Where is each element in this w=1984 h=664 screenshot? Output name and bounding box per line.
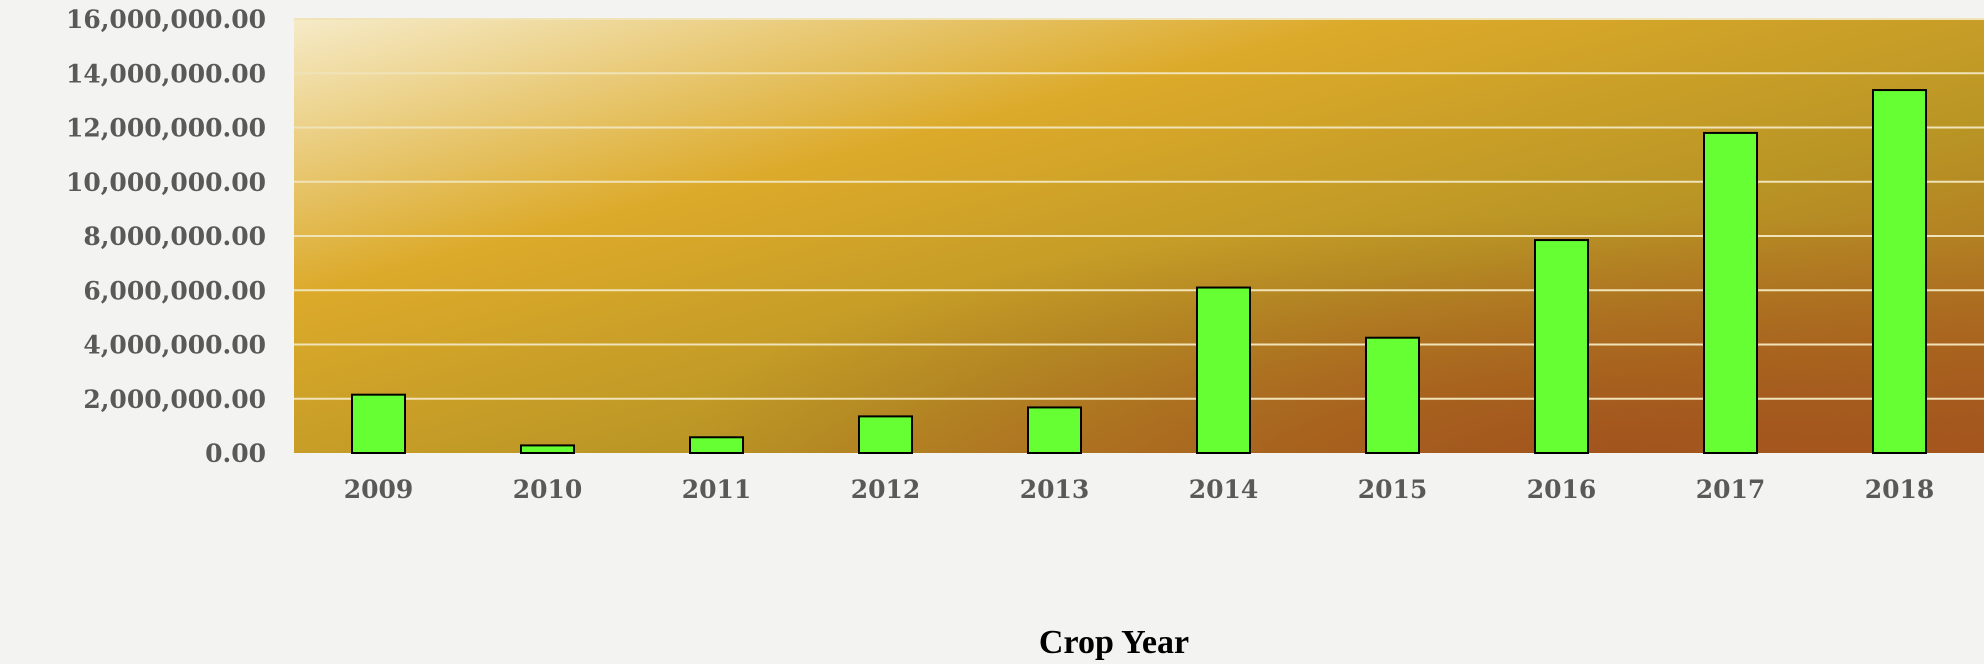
y-axis-tick-labels: 0.00 2,000,000.00 4,000,000.00 6,000,000.00… <box>66 5 266 468</box>
y-tick-label: 14,000,000.00 <box>66 59 266 88</box>
x-tick-label: 2013 <box>1020 475 1090 504</box>
bar-2017 <box>1703 131 1758 455</box>
bars <box>351 89 1927 455</box>
y-tick-label: 10,000,000.00 <box>66 168 266 197</box>
bar-2013 <box>1027 406 1082 454</box>
y-tick-label: 6,000,000.00 <box>83 276 266 305</box>
y-tick-label: 16,000,000.00 <box>66 5 266 34</box>
gridlines <box>294 18 1984 400</box>
bar-2009 <box>351 393 406 454</box>
y-tick-label: 0.00 <box>205 439 266 468</box>
x-tick-label: 2016 <box>1527 475 1597 504</box>
bar-2011 <box>689 436 744 454</box>
x-tick-label: 2018 <box>1865 475 1935 504</box>
x-axis-title: Crop Year <box>1039 624 1189 661</box>
y-tick-label: 4,000,000.00 <box>83 331 266 360</box>
x-tick-label: 2015 <box>1358 475 1428 504</box>
x-tick-label: 2010 <box>513 475 583 504</box>
x-axis-tick-labels: 2009 2010 2011 2012 2013 2014 2015 2016 2017 2018 <box>344 475 1935 504</box>
x-tick-label: 2011 <box>682 475 752 504</box>
bar-2018 <box>1872 89 1927 454</box>
bar-2010 <box>520 444 575 454</box>
x-tick-label: 2014 <box>1189 475 1259 504</box>
y-tick-label: 8,000,000.00 <box>83 222 266 251</box>
y-tick-label: 12,000,000.00 <box>66 114 266 143</box>
bar-2015 <box>1365 336 1420 454</box>
bar-2014 <box>1196 286 1251 454</box>
x-tick-label: 2009 <box>344 475 414 504</box>
bar-2016 <box>1534 239 1589 454</box>
y-tick-label: 2,000,000.00 <box>83 385 266 414</box>
x-tick-label: 2012 <box>851 475 921 504</box>
bar-2012 <box>858 415 913 455</box>
x-tick-label: 2017 <box>1696 475 1766 504</box>
